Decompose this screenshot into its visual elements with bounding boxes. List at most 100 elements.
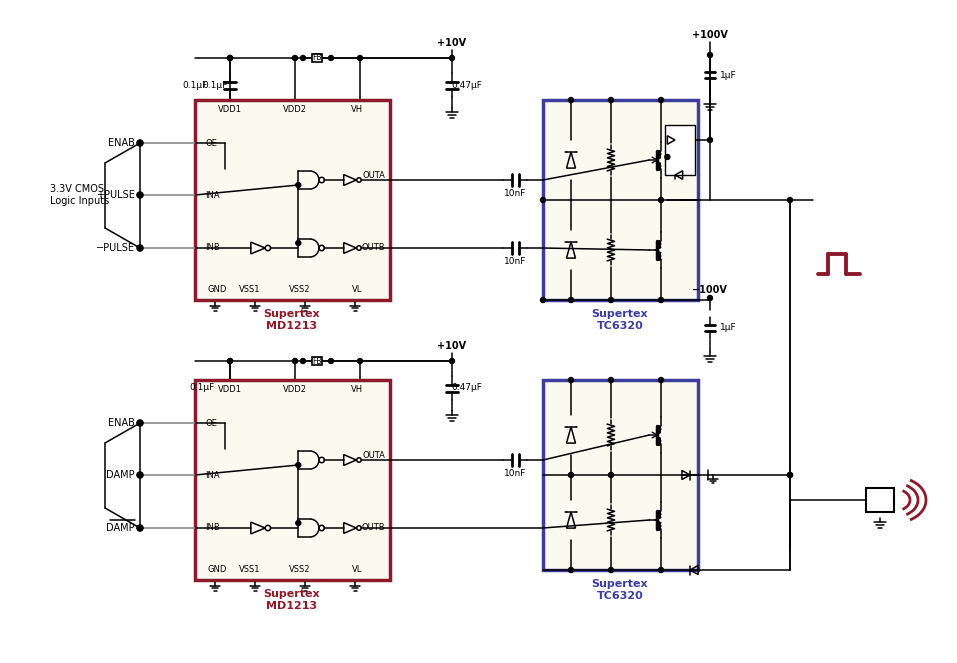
Circle shape [138, 473, 143, 477]
Circle shape [707, 137, 713, 143]
Text: VSS2: VSS2 [289, 566, 311, 575]
Circle shape [138, 420, 143, 426]
Text: 0.47μF: 0.47μF [452, 383, 482, 392]
Circle shape [541, 198, 545, 202]
Text: ENAB: ENAB [108, 418, 135, 428]
Text: VL: VL [352, 286, 362, 294]
Text: 10nF: 10nF [503, 257, 526, 265]
Circle shape [300, 56, 305, 60]
Circle shape [293, 359, 298, 363]
Text: 0.47μF: 0.47μF [452, 80, 482, 90]
Circle shape [228, 56, 233, 60]
Text: OE: OE [205, 418, 217, 428]
Circle shape [788, 198, 792, 202]
Circle shape [138, 526, 143, 530]
Text: +10V: +10V [437, 38, 467, 48]
Circle shape [138, 192, 143, 198]
Circle shape [568, 377, 573, 383]
Circle shape [228, 359, 233, 363]
Text: FB: FB [312, 357, 322, 365]
Text: Supertex: Supertex [591, 309, 648, 319]
Circle shape [658, 377, 663, 383]
Text: −100V: −100V [692, 285, 728, 295]
Circle shape [450, 359, 455, 363]
Text: OUTB: OUTB [362, 524, 385, 532]
Circle shape [296, 182, 300, 188]
Text: 10nF: 10nF [503, 469, 526, 477]
Text: FB: FB [312, 54, 322, 62]
Circle shape [568, 298, 573, 302]
Text: 10nF: 10nF [503, 188, 526, 198]
Circle shape [788, 473, 792, 477]
Circle shape [658, 568, 663, 572]
Text: OUTA: OUTA [362, 450, 385, 459]
Text: DAMP: DAMP [106, 523, 135, 533]
Circle shape [138, 141, 143, 145]
Circle shape [658, 198, 663, 202]
Bar [312, 54, 322, 62]
Circle shape [609, 97, 613, 103]
Text: ENAB: ENAB [108, 138, 135, 148]
Circle shape [609, 298, 613, 302]
Bar [543, 100, 698, 300]
Text: VH: VH [351, 385, 363, 394]
Circle shape [707, 296, 713, 300]
Text: MD1213: MD1213 [266, 321, 318, 331]
Circle shape [296, 463, 300, 467]
Circle shape [658, 298, 663, 302]
Text: DAMP: DAMP [106, 470, 135, 480]
Circle shape [609, 473, 613, 477]
Circle shape [358, 359, 363, 363]
Circle shape [228, 56, 233, 60]
Text: Supertex: Supertex [264, 309, 321, 319]
Text: 0.1μF: 0.1μF [183, 80, 208, 90]
Circle shape [138, 245, 143, 251]
Text: VDD2: VDD2 [283, 105, 307, 115]
Circle shape [658, 97, 663, 103]
Text: TC6320: TC6320 [596, 321, 643, 331]
Text: VL: VL [352, 566, 362, 575]
Bar [543, 380, 698, 570]
Text: 1μF: 1μF [720, 70, 736, 80]
Circle shape [138, 526, 143, 530]
Bar [195, 100, 390, 300]
Text: INB: INB [205, 243, 220, 253]
Circle shape [328, 56, 333, 60]
Text: 3.3V CMOS
Logic Inputs: 3.3V CMOS Logic Inputs [50, 184, 109, 206]
Text: VDD1: VDD1 [218, 105, 242, 115]
Circle shape [358, 56, 363, 60]
Text: VDD2: VDD2 [283, 385, 307, 394]
Text: 0.1μF: 0.1μF [202, 80, 228, 90]
Circle shape [568, 568, 573, 572]
Text: −PULSE: −PULSE [96, 243, 135, 253]
Text: VH: VH [351, 105, 363, 115]
Text: INB: INB [205, 524, 220, 532]
Text: +100V: +100V [692, 30, 728, 40]
Text: Supertex: Supertex [264, 589, 321, 599]
Text: MD1213: MD1213 [266, 601, 318, 611]
Text: +10V: +10V [437, 341, 467, 351]
Circle shape [541, 298, 545, 302]
Circle shape [300, 359, 305, 363]
Circle shape [228, 359, 233, 363]
Text: VSS1: VSS1 [239, 566, 260, 575]
Text: INA: INA [205, 471, 219, 479]
Circle shape [450, 56, 455, 60]
Circle shape [296, 241, 300, 245]
Text: VDD1: VDD1 [218, 385, 242, 394]
Circle shape [328, 359, 333, 363]
Circle shape [568, 473, 573, 477]
Text: GND: GND [207, 566, 227, 575]
Circle shape [665, 154, 670, 160]
Text: TC6320: TC6320 [596, 591, 643, 601]
Text: +PULSE: +PULSE [96, 190, 135, 200]
Text: 1μF: 1μF [720, 324, 736, 333]
Text: GND: GND [207, 286, 227, 294]
Text: OE: OE [205, 139, 217, 147]
Circle shape [609, 377, 613, 383]
Text: VSS1: VSS1 [239, 286, 260, 294]
Circle shape [138, 473, 143, 477]
Text: OUTB: OUTB [362, 243, 385, 253]
Bar [195, 380, 390, 580]
Bar [312, 357, 322, 365]
